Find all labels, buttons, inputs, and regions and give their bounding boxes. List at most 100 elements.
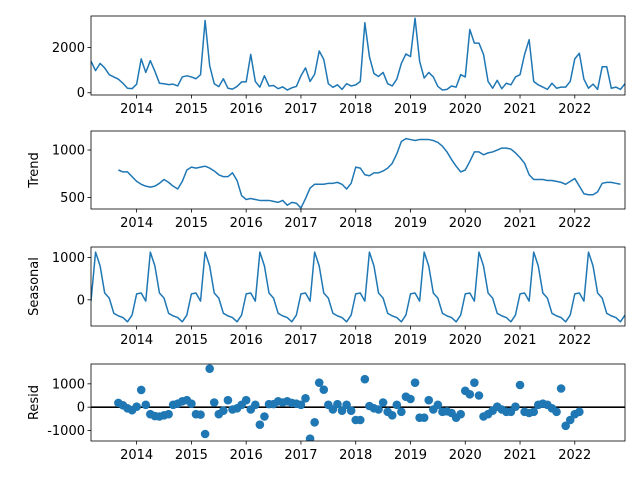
resid-point [552, 407, 561, 417]
resid-point [575, 407, 584, 417]
resid-point [529, 407, 539, 417]
resid-point [565, 415, 575, 425]
resid-point [251, 400, 260, 410]
resid-point [319, 385, 329, 394]
x-tick-label: 2022 [558, 216, 591, 231]
x-tick-label: 2017 [284, 102, 317, 117]
seasonal-data [91, 251, 625, 323]
x-tick-label: 2016 [230, 216, 263, 231]
resid-point [141, 400, 151, 410]
x-tick-label: 2022 [558, 448, 591, 463]
y-tick-label: 0 [77, 86, 85, 101]
seasonal-axes-frame [90, 246, 626, 327]
x-tick-label: 2019 [394, 216, 427, 231]
x-tick-label: 2022 [558, 102, 591, 117]
resid-point [355, 415, 365, 425]
x-tick-label: 2015 [175, 216, 208, 231]
resid-point [196, 410, 205, 419]
x-tick-label: 2021 [503, 448, 536, 463]
y-tick-label: 1000 [52, 251, 85, 266]
x-tick-label: 2018 [339, 216, 372, 231]
trend-ylabel: Trend [27, 152, 42, 189]
resid-point [387, 411, 397, 420]
resid-point [132, 402, 141, 412]
y-tick-label: 1000 [52, 377, 85, 392]
resid-point [223, 395, 233, 405]
resid-point [433, 400, 443, 410]
resid-point [556, 384, 566, 393]
resid-point [346, 406, 356, 415]
resid-point [456, 409, 465, 419]
resid-point [296, 400, 306, 410]
resid-point [397, 407, 406, 417]
subplot-trend: 500 1000 2014 2015 2016 2017 2018 2019 2020 2021 2… [27, 130, 626, 231]
y-tick-label: -1000 [47, 424, 85, 439]
trend-data [118, 137, 621, 209]
seasonal-line [91, 251, 625, 323]
x-tick-label: 2016 [230, 333, 263, 348]
x-tick-label: 2014 [120, 448, 153, 463]
x-tick-label: 2015 [175, 333, 208, 348]
resid-point [410, 378, 420, 387]
subplot-seasonal: 0 1000 2014 2015 2016 2017 2018 2019 2020 2021 202… [27, 246, 626, 348]
observed-axes-frame [90, 15, 626, 96]
x-tick-label: 2016 [230, 102, 263, 117]
x-tick-label: 2014 [120, 216, 153, 231]
x-tick-label: 2021 [503, 333, 536, 348]
trend-line [118, 137, 621, 209]
x-tick-label: 2015 [175, 102, 208, 117]
x-tick-label: 2014 [120, 102, 153, 117]
resid-point [200, 429, 210, 439]
resid-point [392, 400, 402, 410]
x-tick-label: 2018 [339, 102, 372, 117]
resid-point [187, 399, 196, 408]
resid-point [378, 398, 388, 407]
y-tick-label: 2000 [52, 41, 85, 56]
x-tick-label: 2017 [284, 448, 317, 463]
resid-point [301, 394, 310, 403]
subplots-container: 0 2000 2014 2015 2016 2017 2018 2019 2020 2021 202… [27, 15, 626, 463]
y-tick-label: 500 [60, 191, 85, 206]
resid-point [474, 391, 484, 400]
x-tick-label: 2017 [284, 333, 317, 348]
x-tick-label: 2020 [449, 216, 482, 231]
resid-point [136, 385, 146, 395]
resid-point [337, 406, 347, 415]
subplot-resid: -1000 0 1000 2014 2015 2016 2017 2018 2019 2020 20… [27, 363, 626, 463]
resid-point [360, 374, 370, 384]
resid-point [314, 378, 324, 387]
x-tick-label: 2015 [175, 448, 208, 463]
resid-point [465, 390, 475, 399]
observed-data [91, 17, 625, 91]
resid-axes-frame [90, 363, 626, 442]
x-tick-label: 2016 [230, 448, 263, 463]
x-tick-label: 2022 [558, 333, 591, 348]
subplot-observed: 0 2000 2014 2015 2016 2017 2018 2019 2020 2021 202… [52, 15, 626, 117]
y-tick-label: 0 [77, 401, 85, 416]
x-tick-label: 2014 [120, 333, 153, 348]
resid-point [511, 402, 520, 412]
resid-point [333, 399, 342, 409]
x-tick-label: 2020 [449, 102, 482, 117]
x-tick-label: 2018 [339, 333, 372, 348]
x-tick-label: 2021 [503, 216, 536, 231]
resid-point [424, 395, 434, 405]
resid-point [515, 380, 525, 390]
x-tick-label: 2019 [394, 448, 427, 463]
trend-axes-frame [90, 130, 626, 210]
resid-point [209, 398, 219, 407]
resid-point [164, 409, 173, 419]
resid-data [91, 364, 625, 441]
resid-point [305, 434, 315, 441]
seasonal-ylabel: Seasonal [27, 257, 42, 316]
resid-point [255, 420, 265, 429]
resid-point [374, 405, 383, 414]
x-tick-label: 2019 [394, 333, 427, 348]
resid-point [241, 395, 251, 405]
resid-ylabel: Resid [27, 385, 42, 420]
x-tick-label: 2019 [394, 102, 427, 117]
resid-point [470, 378, 479, 387]
x-tick-label: 2021 [503, 102, 536, 117]
resid-point [219, 406, 228, 415]
